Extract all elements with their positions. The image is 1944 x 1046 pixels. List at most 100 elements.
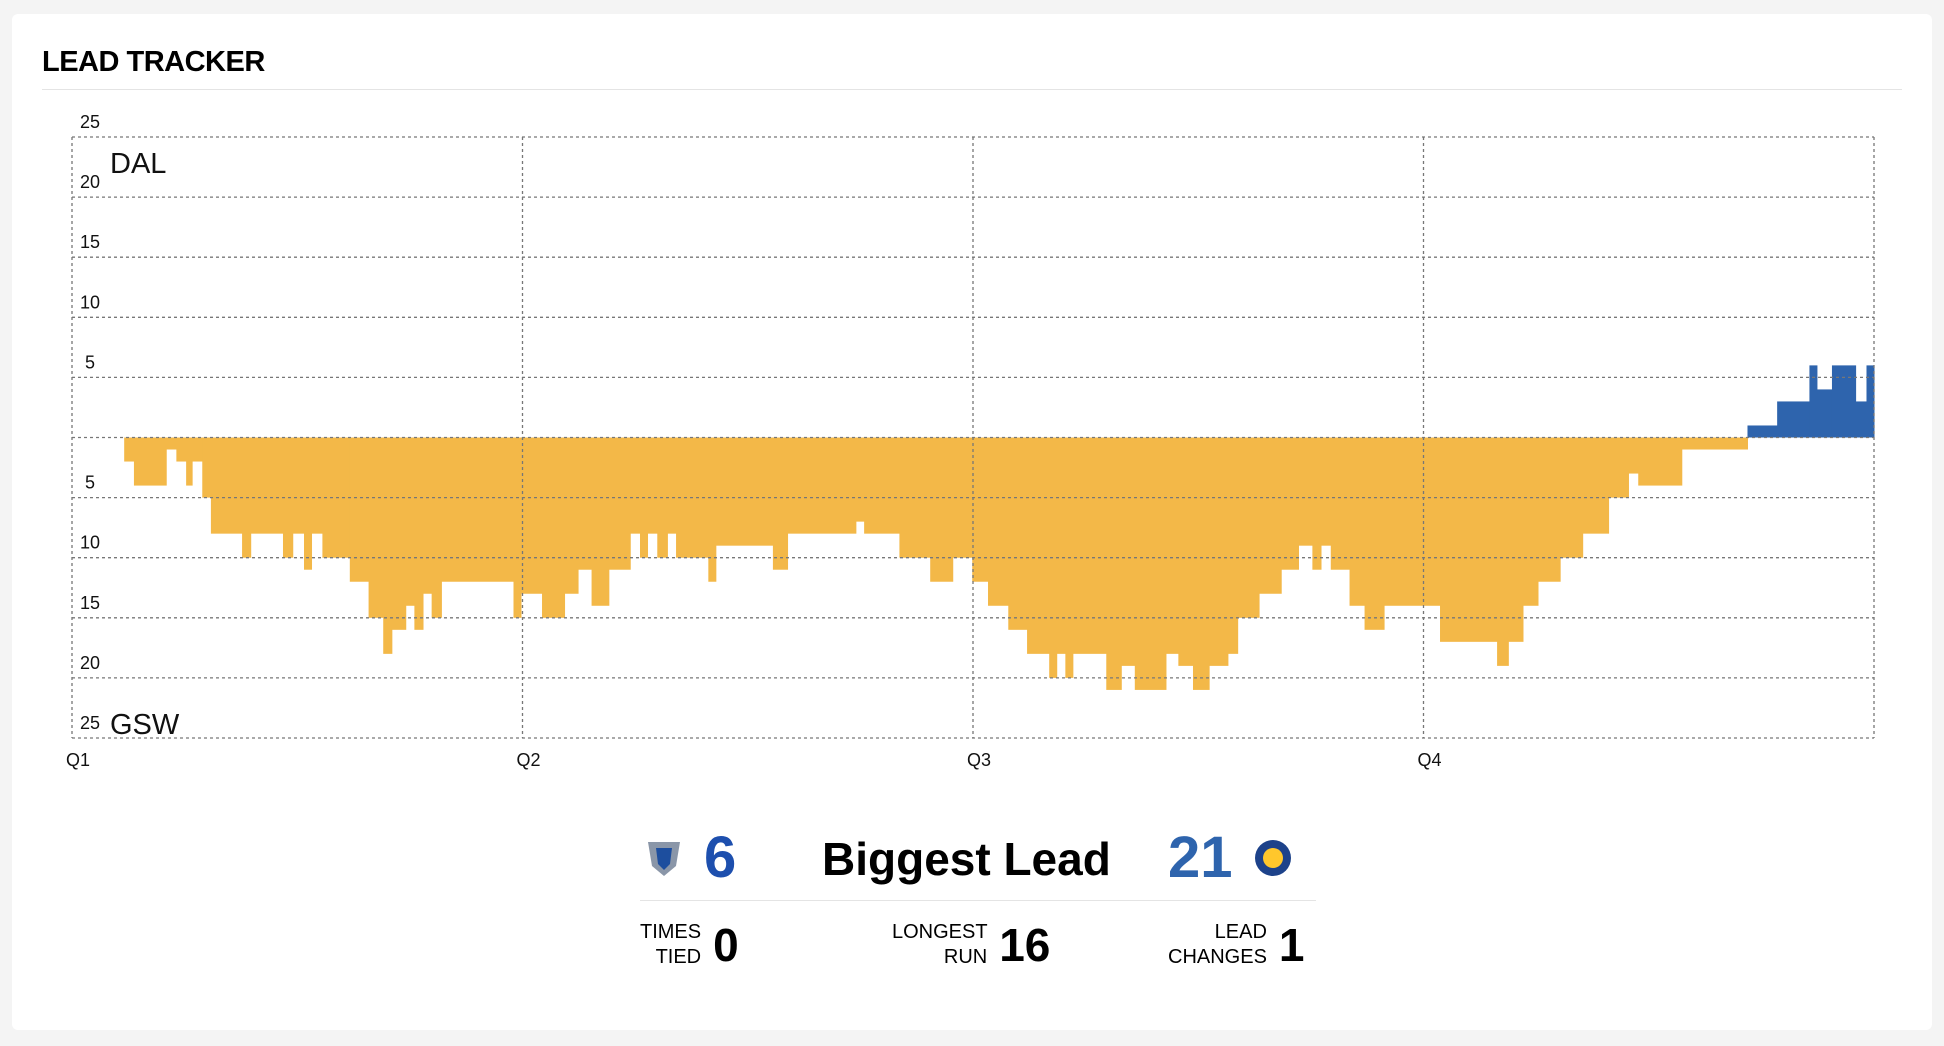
lead-step: [708, 437, 717, 582]
lead-step: [1508, 437, 1524, 642]
lead-step: [176, 437, 187, 462]
lead-step: [414, 437, 424, 630]
gsw-logo: [1254, 839, 1291, 876]
lead-step: [166, 437, 177, 450]
lead-step: [1440, 437, 1498, 642]
lead-step: [1330, 437, 1351, 570]
lead-step: [667, 437, 677, 534]
lead-step: [1178, 437, 1194, 666]
lead-step: [1027, 437, 1050, 654]
y-tick-label: 20: [80, 172, 100, 192]
lead-step: [192, 437, 203, 462]
dal-biggest-lead: 6: [704, 825, 737, 890]
lead-step: [391, 437, 407, 630]
lead-step: [1312, 437, 1322, 570]
lead-step: [630, 437, 641, 534]
lead-step: [304, 437, 313, 570]
y-tick-label: 25: [80, 713, 100, 733]
lead-step: [1209, 437, 1229, 666]
lead-step: [1777, 401, 1810, 438]
lead-changes: LEAD CHANGES 1: [1168, 918, 1305, 972]
lead-step: [1497, 437, 1509, 666]
lead-step: [1056, 437, 1066, 654]
lead-step: [1227, 437, 1239, 654]
x-tick-label: Q4: [1418, 750, 1442, 770]
lead-step: [1582, 437, 1610, 534]
longest-run: LONGEST RUN 16: [892, 918, 1050, 972]
lead-step: [1866, 365, 1875, 438]
stat-label: LEAD CHANGES: [1168, 921, 1267, 968]
chart: 25 20 15 10 5 5 10 15 20 25 Q1 Q2 Q3 Q4 DAL GSW: [66, 112, 1875, 770]
lead-step: [1628, 437, 1639, 474]
lead-step: [1259, 437, 1282, 594]
lead-step: [1522, 437, 1539, 606]
y-tick-label: 25: [80, 112, 100, 132]
stat-value: 1: [1278, 919, 1305, 971]
lead-step: [1134, 437, 1167, 690]
lead-step: [431, 437, 442, 618]
lead-step: [1681, 437, 1748, 450]
lead-step: [1364, 437, 1385, 630]
lead-step: [1349, 437, 1366, 606]
lead-step: [423, 437, 433, 594]
y-tick-label: 15: [80, 232, 100, 252]
card-title: LEAD TRACKER: [42, 46, 265, 78]
lead-step: [1809, 365, 1818, 438]
lead-step: [1165, 437, 1179, 654]
lead-step: [1008, 437, 1028, 630]
lead-step: [441, 437, 514, 582]
x-tick-label: Q1: [66, 750, 90, 770]
lead-step: [1237, 437, 1260, 618]
times-tied: TIMES TIED 0: [640, 918, 739, 972]
lead-step: [578, 437, 593, 570]
stat-value: 0: [713, 919, 739, 971]
lead-step: [133, 437, 167, 486]
lead-step: [855, 437, 865, 522]
lead-step: [1106, 437, 1122, 690]
dal-logo: [648, 841, 680, 876]
gsw-biggest-lead: 21: [1168, 825, 1233, 890]
y-tick-label: 10: [80, 292, 100, 312]
lead-step: [1638, 437, 1683, 486]
lead-step: [383, 437, 393, 654]
y-tick-label: 20: [80, 653, 100, 673]
y-tick-label: 10: [80, 533, 100, 553]
lead-step: [864, 437, 900, 534]
lead-step: [311, 437, 323, 534]
lead-step: [647, 437, 658, 534]
dal-biggest: 6: [644, 824, 736, 891]
team-label: DAL: [110, 148, 166, 180]
lead-step: [202, 437, 212, 498]
lead-step: [1538, 437, 1561, 582]
lead-step: [930, 437, 954, 582]
lead-step: [1855, 401, 1867, 438]
y-tick-label: 15: [80, 593, 100, 613]
card: LEAD TRACKER 25 20 15 10 5 5 10 15 20 25 Q1 Q2 Q3 Q4 D…: [12, 14, 1932, 1030]
lead-step: [292, 437, 305, 534]
lead-step: [1384, 437, 1441, 606]
lead-step: [591, 437, 610, 606]
lead-step: [513, 437, 522, 618]
lead-step: [1560, 437, 1584, 558]
lead-step: [715, 437, 774, 546]
lead-step: [1049, 437, 1058, 678]
lead-step: [520, 437, 543, 594]
x-tick-label: Q2: [517, 750, 541, 770]
lead-step: [349, 437, 370, 582]
lead-step: [1121, 437, 1136, 666]
lead-step: [368, 437, 384, 618]
team-label: GSW: [110, 709, 180, 741]
lead-step: [564, 437, 579, 594]
lead-step: [1281, 437, 1299, 570]
lead-step: [1192, 437, 1210, 690]
lead-step: [787, 437, 857, 534]
lead-step: [1608, 437, 1629, 498]
lead-step: [1831, 365, 1857, 438]
stats-divider: [640, 900, 1316, 901]
lead-step: [124, 437, 135, 462]
lead-step: [210, 437, 243, 534]
lead-step: [1321, 437, 1332, 546]
stat-label: LONGEST RUN: [892, 921, 988, 968]
gsw-biggest: 21: [1168, 824, 1293, 891]
lead-step: [250, 437, 284, 534]
